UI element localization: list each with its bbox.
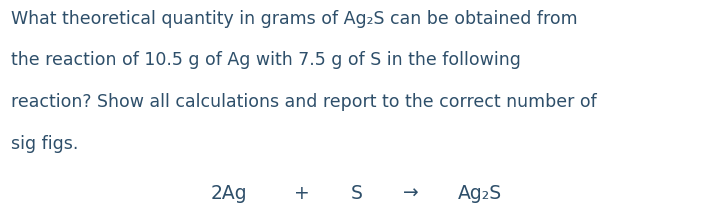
Text: reaction? Show all calculations and report to the correct number of: reaction? Show all calculations and repo… bbox=[11, 93, 597, 111]
Text: 2Ag: 2Ag bbox=[211, 184, 247, 203]
Text: +: + bbox=[294, 184, 310, 203]
Text: the reaction of 10.5 g of Ag with 7.5 g of S in the following: the reaction of 10.5 g of Ag with 7.5 g … bbox=[11, 51, 521, 69]
Text: →: → bbox=[403, 184, 419, 203]
Text: Ag₂S: Ag₂S bbox=[458, 184, 502, 203]
Text: S: S bbox=[350, 184, 362, 203]
Text: sig figs.: sig figs. bbox=[11, 135, 79, 153]
Text: What theoretical quantity in grams of Ag₂S can be obtained from: What theoretical quantity in grams of Ag… bbox=[11, 10, 577, 28]
